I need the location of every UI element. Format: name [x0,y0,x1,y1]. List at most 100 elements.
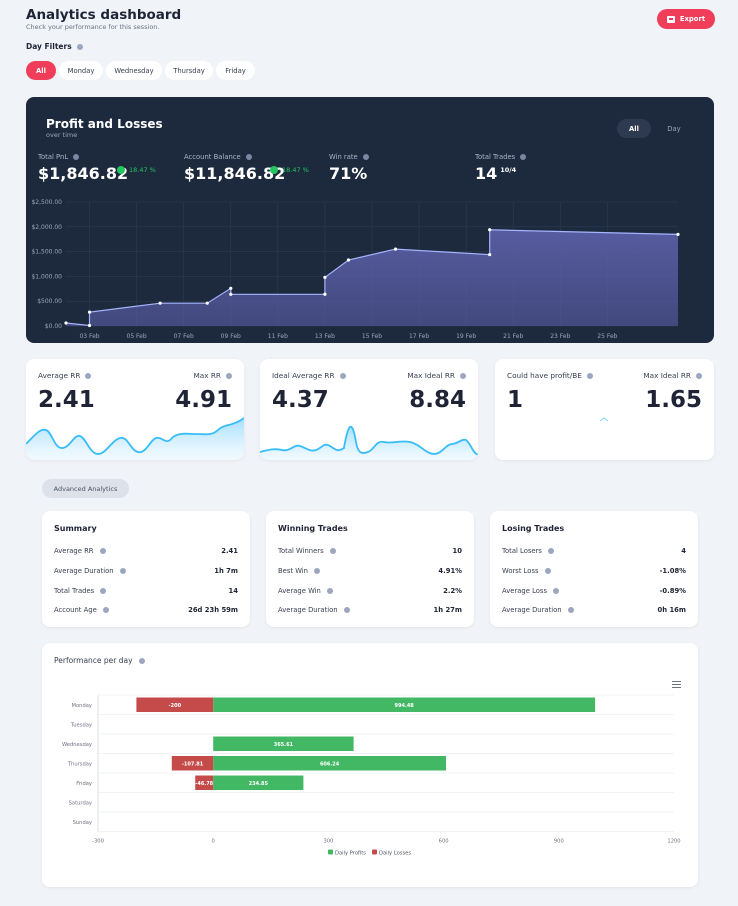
data-point [64,321,68,325]
rr-sparkline [599,417,609,422]
rr-label-text: Max RR [193,371,221,380]
category-label: Wednesday [62,742,92,748]
rr-label-left: Ideal Average RR [272,371,346,380]
y-tick-label: $0.00 [45,323,62,330]
row-value: 1h 7m [214,567,238,575]
category-label: Sunday [73,820,92,826]
info-icon [102,607,109,613]
filter-thursday[interactable]: Thursday [165,61,213,80]
rr-label-left: Average RR [38,371,92,380]
info-icon [313,568,320,574]
summary-title: Summary [54,524,97,533]
summary-row: Average Win 2.2% [278,586,462,596]
row-label: Total Winners [278,547,324,555]
bar-label: 365.61 [274,742,294,748]
info-icon [85,372,92,379]
balance-value: $11,846.82 [184,164,286,183]
rr-label-text: Max Ideal RR [407,371,455,380]
filter-wednesday[interactable]: Wednesday [106,61,162,80]
losing-trades-card: Losing Trades Total Losers 4 Worst Loss -1… [490,511,698,627]
total-trades-ratio: 10/4 [500,166,517,174]
toggle-day[interactable]: Day [667,124,681,133]
data-point [676,232,680,236]
hamburger-menu-icon[interactable] [672,681,681,690]
row-value: -1.08% [659,567,686,575]
export-button[interactable]: Export [657,9,715,29]
data-point [323,275,327,279]
info-icon [544,568,551,574]
x-tick-label: 0 [212,839,215,845]
data-point [323,292,327,296]
toggle-all[interactable]: All [617,119,651,138]
data-point [158,301,162,305]
summary-row: Total Trades 14 [54,586,238,596]
x-tick-label: 09 Feb [221,333,241,340]
info-icon [696,372,702,379]
rr-label-right: Max Ideal RR [643,371,702,380]
total-pnl-label-text: Total PnL [38,153,69,161]
up-icon [117,166,125,174]
info-icon [547,548,554,554]
category-label: Tuesday [70,722,92,728]
win-rate-value: 71% [329,164,368,183]
rr-label-left: Could have profit/BE [507,371,593,380]
pl-title: Profit and Losses [46,117,163,131]
bar-profit [213,775,304,790]
rr-value-right: 8.84 [409,387,466,413]
row-value: 10 [452,547,462,555]
rr-sparkline [260,426,478,460]
data-point [393,247,398,251]
bar-label: 234.85 [249,781,269,787]
row-label: Average Duration [502,606,562,614]
total-pnl-label: Total PnL [38,153,80,161]
pnl-area-chart: $0.00 $500.00 $1,000.00 $1,500.00 $2,000.00 $… [31,199,680,340]
legend-label: Daily Losses [379,851,411,857]
info-icon [362,154,369,160]
info-icon [76,43,83,50]
filter-monday[interactable]: Monday [59,61,103,80]
bar-profit [213,736,354,751]
y-tick-label: $1,000.00 [31,273,62,280]
total-pnl-change: 18.47 % [117,166,156,174]
info-icon [339,372,346,379]
advanced-analytics-button[interactable]: Advanced Analytics [42,479,129,498]
total-pnl-change-text: 18.47 % [129,166,156,174]
page-subtitle: Check your performance for this session. [26,23,160,31]
rr-label-text: Average RR [38,371,81,380]
total-trades-number: 14 [475,164,498,183]
info-icon [226,372,232,379]
export-icon [666,15,675,23]
row-label: Total Losers [502,547,542,555]
row-label: Total Trades [54,587,95,595]
series-line [65,229,679,327]
legend-swatch-losses [372,849,377,855]
bar-label: -107.81 [182,761,204,767]
data-point [346,258,351,262]
x-tick-label: 600 [439,839,449,845]
rr-label-right: Max Ideal RR [407,371,466,380]
category-label: Friday [76,781,92,787]
category-label: Saturday [69,800,92,806]
bar-profit [213,756,446,771]
rr-card-could-have: Could have profit/BE Max Ideal RR 1 1.65 [495,359,714,460]
row-label: Account Age [54,606,97,614]
performance-bar-chart: Monday Tuesday Wednesday Thursday Friday Satu… [62,694,681,857]
info-icon [73,154,80,160]
legend-label: Daily Profits [335,851,366,857]
bar-loss [195,775,214,790]
filter-all[interactable]: All [26,61,56,80]
data-point [205,301,209,305]
row-label: Average RR [54,547,94,555]
balance-label: Account Balance [184,153,252,161]
x-tick-label: 1200 [667,839,680,845]
rr-label-text: Ideal Average RR [272,371,335,380]
summary-row: Total Losers 4 [502,546,686,556]
summary-row: Best Win 4.91% [278,566,462,576]
row-value: 4 [681,547,686,555]
bar-label: -200 [169,703,182,709]
rr-value-right: 1.65 [645,387,702,413]
row-label: Average Duration [278,606,338,614]
summary-row: Average RR 2.41 [54,546,238,556]
filter-friday[interactable]: Friday [216,61,255,80]
x-tick-label: 25 Feb [597,333,617,340]
